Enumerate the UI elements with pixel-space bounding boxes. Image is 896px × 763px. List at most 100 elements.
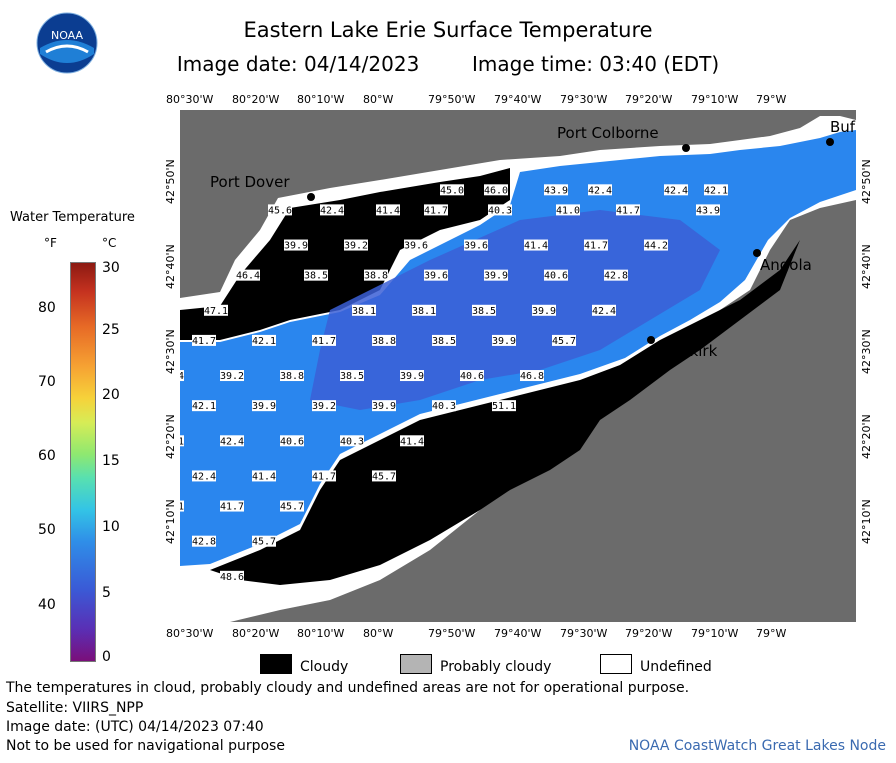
temperature-label: 40.6: [280, 435, 304, 447]
svg-text:42.4: 42.4: [588, 185, 612, 196]
temperature-label: 39.9: [372, 400, 396, 412]
undefined-label: Undefined: [640, 659, 712, 675]
f-tick: 60: [38, 448, 56, 464]
svg-text:39.9: 39.9: [532, 306, 556, 317]
svg-text:42.1: 42.1: [192, 401, 216, 412]
nav-warning: Not to be used for navigational purpose: [6, 738, 285, 754]
city-label: Dunkirk: [659, 342, 718, 360]
svg-text:39.9: 39.9: [492, 336, 516, 347]
lon-label-top: 80°20'W: [232, 93, 280, 106]
svg-text:39.2: 39.2: [312, 401, 336, 412]
temperature-label: 42.1: [252, 334, 276, 347]
temperature-label: 42.1: [704, 184, 728, 196]
svg-text:39.6: 39.6: [464, 241, 488, 252]
svg-text:42.8: 42.8: [192, 537, 216, 548]
temperature-label: 41.7: [616, 204, 640, 216]
temperature-map: 45.0 46.0 43.9 42.4 42.4 42.1 45.6 42.4 41.4 41.7…: [160, 110, 856, 622]
svg-text:39.2: 39.2: [344, 241, 368, 252]
svg-text:44.2: 44.2: [644, 241, 668, 252]
lon-label-top: 79°W: [756, 93, 787, 106]
lat-label-left: 42°30'N: [164, 329, 177, 374]
svg-text:39.9: 39.9: [484, 271, 508, 282]
city-dot: [826, 138, 834, 146]
temperature-label: 40.3: [432, 400, 456, 412]
svg-text:38.1: 38.1: [412, 306, 436, 317]
svg-text:45.7: 45.7: [280, 502, 304, 513]
temperature-label: 41.7: [220, 500, 244, 513]
city-label: Buf: [830, 118, 856, 136]
city-dot: [647, 336, 655, 344]
water-deep: [310, 210, 720, 410]
legend-title: Water Temperature: [10, 210, 135, 225]
svg-text:42.4: 42.4: [592, 306, 616, 317]
svg-text:39.6: 39.6: [424, 271, 448, 282]
temperature-label: 45.7: [372, 470, 396, 482]
temperature-label: 39.9: [484, 269, 508, 282]
svg-text:41.4: 41.4: [252, 471, 276, 482]
credit: NOAA CoastWatch Great Lakes Node: [628, 738, 886, 754]
temperature-label: 38.8: [364, 269, 388, 282]
temperature-label: 42.1: [192, 400, 216, 412]
temperature-label: 41.0: [556, 204, 580, 216]
temperature-label: 40.3: [488, 204, 512, 216]
city-label: Port Colborne: [557, 124, 659, 142]
svg-text:42.1: 42.1: [704, 185, 728, 196]
unit-celsius: °C: [102, 236, 117, 250]
svg-text:51.1: 51.1: [492, 401, 516, 412]
city-markers: Port Dover Port Colborne Buf Angola Dunkirk E…: [210, 118, 856, 551]
temperature-label: 41.7: [584, 239, 608, 252]
city-dot: [753, 249, 761, 257]
f-tick: 80: [38, 300, 56, 316]
unit-fahrenheit: °F: [44, 236, 57, 250]
svg-text:39.9: 39.9: [252, 401, 276, 412]
c-tick: 5: [102, 585, 111, 601]
temperature-label: 41.4: [252, 470, 276, 482]
lon-label-bottom: 79°50'W: [428, 627, 476, 640]
lon-label-bottom: 80°W: [363, 627, 394, 640]
svg-text:38.5: 38.5: [340, 371, 364, 382]
lat-label-left: 42°10'N: [164, 499, 177, 544]
svg-text:41.7: 41.7: [312, 336, 336, 347]
f-tick: 50: [38, 522, 56, 538]
svg-text:43.9: 43.9: [544, 185, 568, 196]
temperature-label: 42.8: [604, 269, 628, 282]
city-dot: [354, 527, 362, 535]
temperature-label: 45.7: [552, 334, 576, 347]
temperature-label: 39.6: [464, 239, 488, 252]
svg-text:41.7: 41.7: [584, 241, 608, 252]
temperature-label: 38.8: [372, 334, 396, 347]
lon-label-top: 80°30'W: [166, 93, 214, 106]
svg-text:39.9: 39.9: [284, 241, 308, 252]
lon-label-bottom: 80°10'W: [297, 627, 345, 640]
svg-text:46.4: 46.4: [236, 271, 260, 282]
cloudy-label: Cloudy: [300, 659, 349, 675]
svg-text:41.4: 41.4: [376, 205, 400, 216]
temperature-label: 43.9: [544, 184, 568, 196]
temperature-label: 41.4: [524, 239, 548, 252]
temperature-label: 43.9: [696, 204, 720, 216]
temperature-label: 45.6: [268, 204, 292, 216]
temperature-label: 41.7: [312, 470, 336, 482]
temperature-label: 39.2: [312, 400, 336, 412]
svg-text:38.8: 38.8: [280, 371, 304, 382]
svg-text:41.7: 41.7: [424, 205, 448, 216]
svg-text:42.4: 42.4: [320, 205, 344, 216]
temperature-label: 42.1: [160, 500, 184, 513]
temperature-label: 39.2: [344, 239, 368, 252]
svg-text:41.0: 41.0: [556, 205, 580, 216]
probably-cloudy-swatch: [400, 654, 432, 674]
svg-text:38.5: 38.5: [432, 336, 456, 347]
temperature-label: 46.0: [484, 184, 508, 196]
svg-text:38.1: 38.1: [352, 306, 376, 317]
subtitle: Image date: 04/14/2023 Image time: 03:40…: [0, 52, 896, 76]
svg-text:40.6: 40.6: [544, 271, 568, 282]
svg-text:41.7: 41.7: [220, 502, 244, 513]
c-tick: 0: [102, 649, 111, 665]
temperature-label: 39.9: [532, 304, 556, 317]
utc-date: Image date: (UTC) 04/14/2023 07:40: [6, 719, 264, 735]
lon-label-bottom: 79°20'W: [625, 627, 673, 640]
temperature-label: 42.4: [592, 304, 616, 317]
lon-label-top: 79°10'W: [691, 93, 739, 106]
svg-text:42.1: 42.1: [180, 436, 184, 447]
svg-text:42.1: 42.1: [180, 502, 184, 513]
